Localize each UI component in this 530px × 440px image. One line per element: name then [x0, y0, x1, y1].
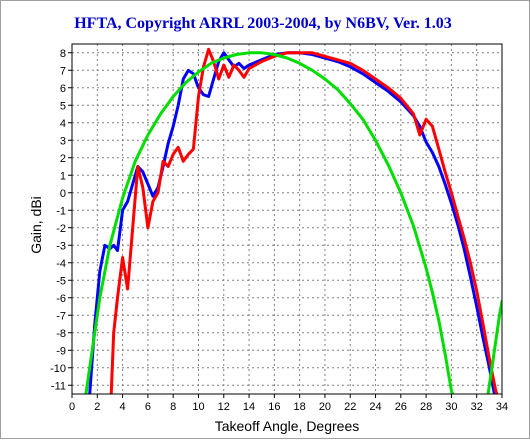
- series-group: [84, 47, 502, 394]
- y-axis-title: Gain, dBi: [28, 196, 44, 254]
- x-tick-label: 14: [243, 401, 255, 413]
- x-tick-label: 30: [445, 401, 457, 413]
- x-axis-ticks: 0 2 4 6 8 10 12 14 16 18 20 22 24 26 28 30 32 34: [69, 394, 508, 413]
- x-tick-label: 12: [218, 401, 230, 413]
- x-axis-title: Takeoff Angle, Degrees: [215, 418, 360, 434]
- x-tick-label: 26: [395, 401, 407, 413]
- y-tick-label: -5: [56, 275, 66, 287]
- y-tick-label: -8: [56, 328, 66, 340]
- x-tick-label: 28: [420, 401, 432, 413]
- y-tick-label: -4: [56, 258, 66, 270]
- y-tick-label: -6: [56, 293, 66, 305]
- series-line-2: [109, 47, 499, 394]
- y-tick-label: 4: [60, 118, 66, 130]
- y-tick-label: -11: [51, 380, 66, 392]
- x-tick-label: 32: [471, 401, 483, 413]
- series-line-3: [84, 51, 502, 394]
- y-tick-label: 7: [60, 65, 66, 77]
- x-tick-label: 8: [170, 401, 176, 413]
- x-tick-label: 18: [294, 401, 306, 413]
- plot-frame: [71, 43, 503, 395]
- y-tick-label: 0: [60, 188, 66, 200]
- y-tick-label: -9: [56, 345, 66, 357]
- series-clip-group: [84, 47, 502, 394]
- y-tick-label: 8: [60, 48, 66, 60]
- x-tick-label: 0: [69, 401, 75, 413]
- y-axis-ticks: 8 7 6 5 4 3 2 1 0 -1 -2 -3 -4 -5 -6 -7 -8 -9 -10 -11: [50, 48, 72, 392]
- y-tick-label: -10: [50, 363, 66, 375]
- grid: [72, 44, 502, 394]
- x-tick-label: 16: [268, 401, 280, 413]
- y-tick-label: -2: [56, 223, 66, 235]
- y-tick-label: 1: [60, 170, 66, 182]
- y-tick-label: 5: [60, 100, 66, 112]
- x-tick-label: 2: [94, 401, 100, 413]
- y-tick-label: 3: [60, 135, 66, 147]
- x-tick-label: 6: [145, 401, 151, 413]
- y-tick-label: 2: [60, 153, 66, 165]
- y-tick-label: 6: [60, 83, 66, 95]
- y-tick-label: -7: [56, 310, 66, 322]
- x-tick-label: 34: [496, 401, 508, 413]
- x-tick-label: 22: [344, 401, 356, 413]
- x-tick-label: 24: [369, 401, 381, 413]
- x-tick-label: 4: [120, 401, 126, 413]
- x-tick-label: 20: [319, 401, 331, 413]
- y-tick-label: -3: [56, 240, 66, 252]
- chart-title: HFTA, Copyright ARRL 2003-2004, by N6BV,…: [74, 15, 452, 32]
- series-line-1: [88, 51, 496, 394]
- x-tick-label: 10: [192, 401, 204, 413]
- y-tick-label: -1: [56, 205, 66, 217]
